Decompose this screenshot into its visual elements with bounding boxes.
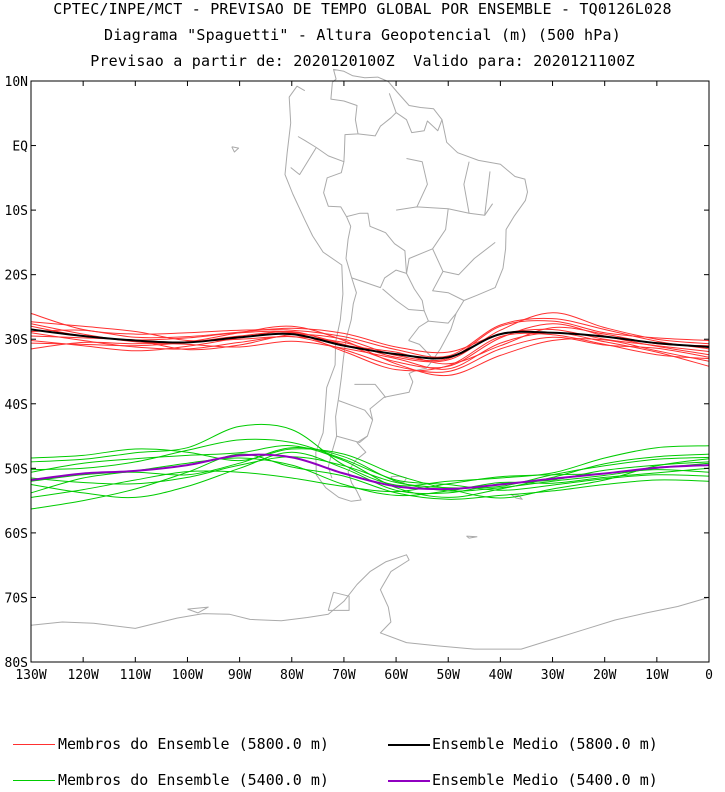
member-5400-line-5	[30, 456, 710, 489]
x-tick-label: 90W	[228, 668, 252, 683]
x-tick-label: 130W	[15, 668, 46, 683]
x-tick-label: 80W	[280, 668, 304, 683]
x-tick-label: 100W	[172, 668, 203, 683]
y-tick-label: 10N	[5, 75, 28, 90]
title-line-1: CPTEC/INPE/MCT - PREVISAO DE TEMPO GLOBA…	[53, 0, 672, 18]
coastline-layer	[30, 68, 710, 650]
x-tick-label: 70W	[332, 668, 356, 683]
island-galapagos	[231, 146, 240, 153]
brazil-state-lines-1	[396, 203, 494, 216]
member-5400-line-4	[30, 453, 710, 510]
border-colombia-venezuela	[330, 82, 359, 162]
y-tick-label: 40S	[5, 398, 28, 413]
member-5800-line-4	[30, 332, 710, 373]
y-tick-label: 30S	[5, 333, 28, 348]
island-thurston	[187, 606, 209, 614]
y-tick-label: 50S	[5, 462, 28, 477]
border-venezuela-brazil	[357, 93, 397, 137]
andes-west-border	[327, 258, 357, 479]
map-frame	[30, 80, 710, 663]
member-5400-line-7	[30, 438, 710, 491]
y-tick-label: EQ	[12, 140, 28, 155]
member-5800-line-7	[30, 323, 710, 370]
title-line-2: Diagrama "Spaguetti" - Altura Geopotenci…	[104, 26, 621, 44]
legend-swatch-mean-5400	[388, 780, 430, 782]
x-tick-label: 110W	[120, 668, 151, 683]
border-bolivia-paraguay	[351, 269, 407, 289]
brazil-state-lines-2	[406, 158, 428, 208]
brazil-state-lines-7	[484, 171, 491, 216]
legend-label-mean-5400: Ensemble Medio (5400.0 m)	[432, 771, 658, 789]
y-tick-label: 20S	[5, 269, 28, 284]
x-tick-label: 30W	[541, 668, 565, 683]
x-tick-label: 20W	[593, 668, 617, 683]
brazil-state-lines-6	[432, 271, 465, 301]
x-tick-label: 50W	[436, 668, 460, 683]
border-peru-bolivia	[297, 136, 352, 259]
x-tick-label: 120W	[67, 668, 98, 683]
legend-swatch-mean-5800	[388, 744, 430, 746]
brazil-state-lines-5	[406, 248, 433, 274]
members-5800-layer	[30, 312, 710, 377]
border-ecuador	[290, 147, 317, 176]
member-5800-line-6	[30, 325, 710, 377]
island-alexander	[327, 591, 350, 611]
legend-swatch-members-5800	[13, 744, 55, 745]
members-5400-layer	[30, 423, 710, 510]
border-guianas	[395, 112, 443, 134]
member-5800-line-1	[30, 312, 710, 358]
brazil-state-lines-4	[463, 161, 470, 214]
ensemble-mean-layer	[30, 328, 710, 491]
y-tick-label: 70S	[5, 591, 28, 606]
member-5800-line-9	[30, 327, 710, 354]
x-tick-label: 60W	[384, 668, 408, 683]
x-tick-label: 40W	[489, 668, 513, 683]
member-5800-line-5	[30, 326, 710, 365]
border-argentina-paraguay	[382, 288, 425, 312]
legend-label-members-5800: Membros do Ensemble (5800.0 m)	[58, 735, 329, 753]
member-5400-line-1	[30, 423, 710, 487]
member-5800-line-10	[30, 331, 710, 372]
y-tick-label: 10S	[5, 204, 28, 219]
member-5400-line-10	[30, 447, 710, 492]
y-tick-label: 80S	[5, 656, 28, 671]
brazil-state-lines-8	[428, 313, 457, 324]
argentina-provinces-2	[338, 400, 373, 421]
island-south-orkney	[466, 535, 478, 539]
ensemble-mean-5800-line	[30, 328, 710, 360]
x-tick-label: 10W	[645, 668, 669, 683]
border-brazil-west	[346, 212, 429, 341]
x-tick-label: 0	[705, 668, 713, 683]
antarctica-coast	[30, 554, 710, 650]
argentina-provinces	[354, 383, 387, 398]
legend-label-members-5400: Membros do Ensemble (5400.0 m)	[58, 771, 329, 789]
brazil-state-lines-3	[432, 208, 496, 276]
member-5400-line-9	[30, 448, 710, 499]
y-tick-label: 60S	[5, 527, 28, 542]
legend-swatch-members-5400	[13, 780, 55, 781]
ensemble-mean-5400-line	[30, 453, 710, 491]
legend-label-mean-5800: Ensemble Medio (5800.0 m)	[432, 735, 658, 753]
argentina-provinces-3	[336, 435, 368, 443]
south-america-coast	[284, 68, 528, 502]
title-line-3: Previsao a partir de: 2020120100Z Valido…	[90, 52, 635, 70]
